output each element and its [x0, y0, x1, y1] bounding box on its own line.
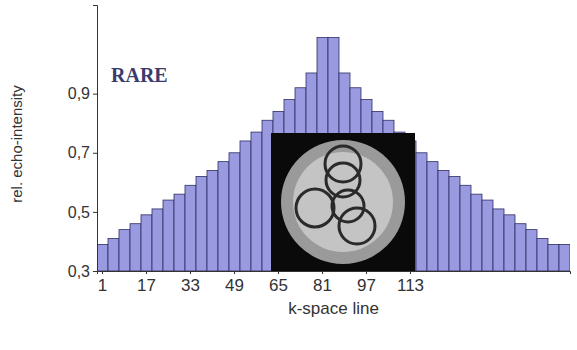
bar [427, 162, 438, 271]
bar [229, 153, 240, 271]
x-tick: 65 [269, 271, 288, 295]
bar [218, 162, 229, 271]
x-tick-mark [366, 271, 367, 274]
x-tick-mark [234, 271, 235, 274]
y-tick: 0,9 [68, 85, 97, 102]
x-tick-label: 1 [98, 276, 107, 295]
y-tick-label: 0,5 [68, 204, 90, 221]
bar [559, 244, 570, 271]
x-tick-mark [322, 271, 323, 274]
y-tick: 0,3 [68, 263, 97, 280]
x-tick-mark [410, 271, 411, 274]
y-axis-line [93, 6, 98, 272]
x-axis: 1 17 33 49 65 81 97 113 [98, 271, 571, 295]
x-tick-mark [102, 271, 103, 274]
chart-title: RARE [111, 64, 168, 86]
x-tick-mark [278, 271, 279, 274]
bar [438, 171, 449, 271]
bar [196, 176, 207, 271]
x-tick-label: 113 [397, 276, 424, 295]
inset-phantom-inner [293, 152, 393, 252]
bar [174, 194, 185, 271]
bar [504, 215, 515, 271]
inset-ring [296, 189, 334, 227]
bar [119, 230, 130, 271]
bar [97, 244, 108, 271]
x-tick: 17 [137, 271, 156, 295]
y-axis-title: rel. echo-intensity [8, 85, 25, 203]
bar [449, 176, 460, 271]
y-tick-label: 0,7 [68, 144, 90, 161]
x-tick-label: 33 [181, 276, 200, 295]
x-tick-label: 49 [225, 276, 244, 295]
x-tick-label: 97 [357, 276, 376, 295]
x-tick: 97 [357, 271, 376, 295]
x-tick-label: 17 [137, 276, 156, 295]
x-tick: 81 [313, 271, 332, 295]
inset-phantom [281, 140, 405, 264]
bar [185, 185, 196, 271]
x-axis-line [98, 272, 571, 275]
x-tick-label: 81 [313, 276, 332, 295]
bar [493, 209, 504, 271]
x-tick: 113 [397, 271, 424, 295]
y-tick: 0,5 [68, 204, 97, 221]
inset-image [271, 133, 415, 271]
bar [526, 230, 537, 271]
bar [108, 238, 119, 271]
bars [97, 38, 570, 271]
bar [141, 215, 152, 271]
bar [130, 224, 141, 271]
y-tick-label: 0,3 [68, 263, 90, 280]
x-tick: 33 [181, 271, 200, 295]
inset-background [271, 133, 415, 271]
y-tick: 0,7 [68, 144, 97, 161]
x-axis-title: k-space line [288, 299, 379, 318]
bar [240, 141, 251, 271]
x-tick: 49 [225, 271, 244, 295]
x-tick: 1 [98, 271, 107, 295]
bar [251, 132, 262, 271]
y-tick-mark [93, 271, 97, 272]
bar [537, 238, 548, 271]
bar [515, 224, 526, 271]
bar [471, 194, 482, 271]
bar [163, 200, 174, 271]
bar [416, 153, 427, 271]
x-tick-label: 65 [269, 276, 288, 295]
bar [482, 200, 493, 271]
y-axis: 0,3 0,5 0,7 0,9 [68, 6, 98, 280]
y-tick-label: 0,9 [68, 85, 90, 102]
x-tick-mark [190, 271, 191, 274]
x-tick-mark [146, 271, 147, 274]
bar [152, 209, 163, 271]
y-tick-mark [93, 212, 97, 213]
y-tick-mark [93, 153, 97, 154]
inset-ring [339, 208, 375, 244]
bar [548, 244, 559, 271]
inset-ring [332, 190, 364, 222]
bar [460, 185, 471, 271]
bar [207, 171, 218, 271]
chart: 0,3 0,5 0,7 0,9 1 17 33 49 65 81 97 113 k-space line… [0, 0, 577, 350]
y-tick-mark [93, 94, 97, 95]
